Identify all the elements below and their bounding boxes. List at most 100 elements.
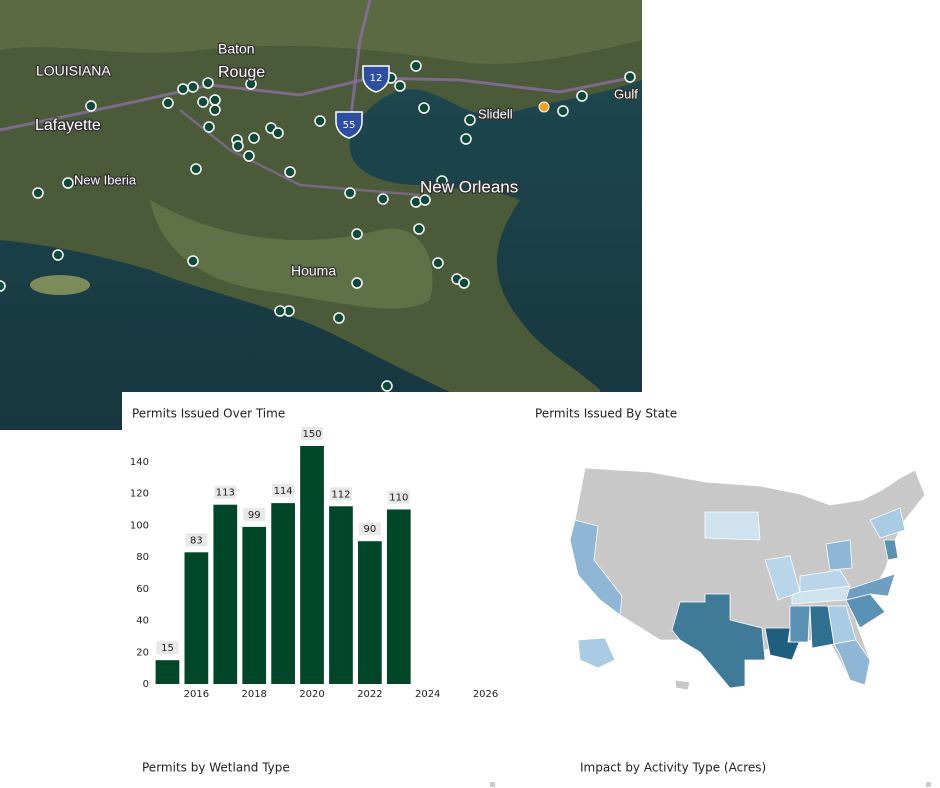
data-label: 113 [216, 488, 235, 499]
y-tick-label: 60 [136, 584, 149, 595]
resize-handle[interactable] [926, 782, 931, 787]
permit-marker [85, 100, 97, 112]
map-label: Rouge [218, 64, 265, 81]
panel-title: Permits Issued By State [535, 407, 677, 421]
data-label-bg [156, 641, 179, 655]
map-label: Baton [218, 41, 255, 57]
map-land [0, 0, 642, 392]
permit-marker [245, 78, 257, 90]
permit-marker [209, 94, 221, 106]
map-highway [348, 0, 372, 126]
permit-marker [177, 83, 189, 95]
permit-marker [243, 150, 255, 162]
permit-marker [413, 223, 425, 235]
permit-marker [351, 277, 363, 289]
bar [271, 503, 295, 684]
permit-marker [377, 193, 389, 205]
permit-markers [0, 60, 636, 392]
y-tick-label: 20 [136, 647, 149, 658]
bar [213, 504, 238, 684]
permit-marker [381, 380, 393, 392]
permit-marker [624, 71, 636, 83]
map-label: Slidell [478, 106, 513, 121]
x-tick-label: 2026 [473, 689, 498, 700]
x-tick-label: 2022 [357, 689, 382, 700]
shield-label: 12 [370, 73, 383, 84]
data-label: 112 [331, 489, 350, 500]
data-label: 110 [389, 492, 408, 503]
permit-marker [351, 228, 363, 240]
map-label: Gulf [614, 86, 638, 101]
permit-marker [190, 163, 202, 175]
data-label-bg [358, 522, 381, 536]
permit-marker [394, 80, 406, 92]
permit-marker [202, 77, 214, 89]
state [671, 593, 766, 689]
bar [300, 446, 324, 684]
data-label-bg [185, 533, 208, 547]
state [825, 539, 853, 571]
permit-marker [557, 105, 569, 117]
state [883, 539, 899, 561]
permit-marker [187, 81, 199, 93]
bar-chart: 0 20 40 60 80 100 120 140 2016 2018 2020 2022 2024 20… [130, 427, 498, 700]
data-label: 90 [364, 524, 377, 535]
bar [329, 506, 353, 684]
state [789, 605, 811, 643]
permit-marker [52, 249, 64, 261]
state [674, 679, 691, 691]
map-label: Lafayette [35, 117, 101, 134]
permit-marker [314, 115, 326, 127]
panel-title: Impact by Activity Type (Acres) [580, 761, 766, 775]
permit-marker [232, 140, 244, 152]
panel-title: Permits Issued Over Time [132, 407, 285, 421]
data-label-bg [387, 490, 410, 504]
permit-marker [62, 177, 74, 189]
shield: 55 [335, 111, 363, 139]
permit-marker [418, 102, 430, 114]
data-label-bg [243, 507, 266, 521]
y-tick-label: 40 [136, 616, 149, 627]
data-label-bg [329, 487, 352, 501]
map-label: New Iberia [74, 172, 137, 187]
data-label: 150 [302, 429, 321, 440]
map-land-north [0, 0, 642, 64]
data-label: 15 [161, 643, 174, 654]
map-island [30, 275, 90, 295]
state [764, 555, 801, 601]
permit-marker [248, 132, 260, 144]
y-tick-label: 80 [136, 552, 149, 563]
permit-marker [32, 187, 44, 199]
y-tick-label: 100 [130, 520, 149, 531]
us-map [569, 467, 926, 691]
state [833, 639, 871, 686]
permit-marker [458, 277, 470, 289]
x-tick-label: 2020 [299, 689, 324, 700]
x-tick-label: 2016 [184, 689, 209, 700]
map[interactable]: 12 55 LOUISIANA Baton Rouge Lafayette Ne… [0, 0, 642, 430]
x-tick-label: 2024 [415, 689, 440, 700]
permit-marker [197, 96, 209, 108]
permit-marker [333, 312, 345, 324]
permit-marker [436, 175, 448, 187]
permit-marker [410, 60, 422, 72]
permit-marker [464, 114, 476, 126]
map-label: New Orleans [420, 177, 518, 196]
data-label-bg [301, 427, 324, 440]
resize-handle[interactable] [490, 782, 495, 787]
y-tick-label: 140 [130, 457, 149, 468]
map-highway [0, 76, 631, 132]
permit-marker [274, 305, 286, 317]
data-label-bg [214, 485, 237, 499]
permit-marker [203, 121, 215, 133]
bar [184, 552, 209, 684]
y-tick-label: 0 [143, 679, 149, 690]
map-label: LOUISIANA [36, 63, 111, 79]
shield-label: 55 [343, 120, 356, 131]
permit-marker [0, 280, 6, 292]
permit-marker [209, 104, 221, 116]
permit-marker [460, 133, 472, 145]
map-label: Houma [291, 263, 336, 279]
state [869, 507, 906, 539]
